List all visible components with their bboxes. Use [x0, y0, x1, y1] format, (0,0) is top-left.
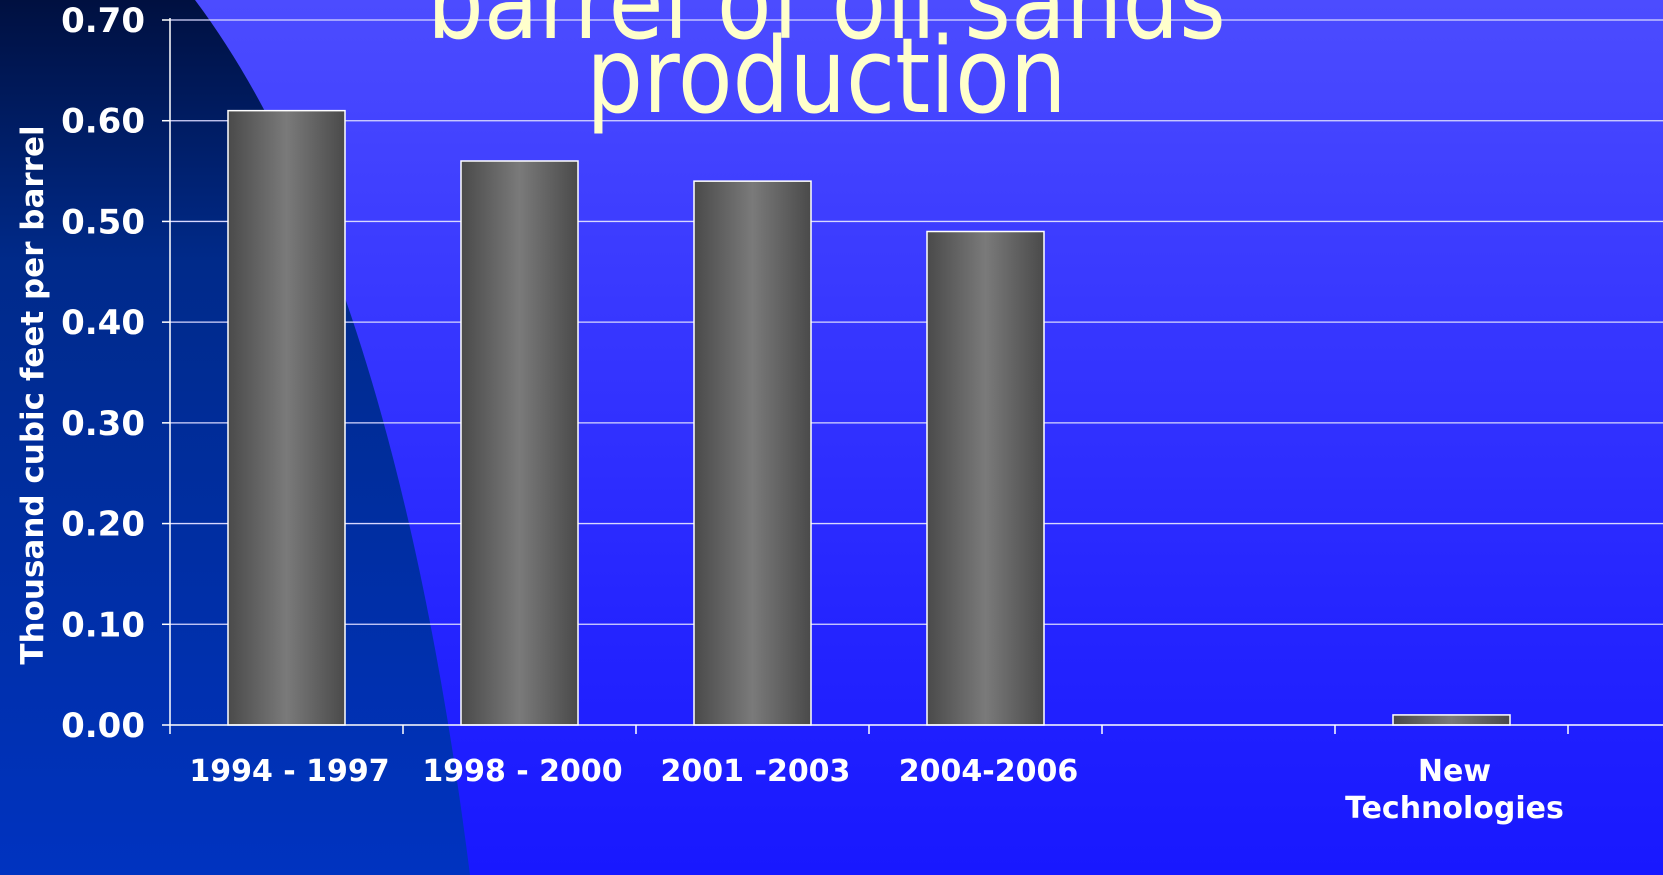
y-tick-labels: 0.00 0.10 0.20 0.30 0.40 0.50 0.60 0.70 [61, 1, 145, 746]
y-tick-label: 0.00 [61, 706, 145, 746]
y-tick-label: 0.40 [61, 303, 145, 343]
axes [162, 18, 1663, 734]
x-category-labels: 1994 - 1997 1998 - 2000 2001 -2003 2004-200… [189, 754, 1564, 826]
x-category-label-3: 2004-2006 [899, 754, 1078, 789]
bar-5 [1392, 714, 1511, 726]
y-tick-label: 0.10 [61, 605, 145, 645]
bar-0 [227, 109, 346, 726]
bar-1 [460, 160, 579, 726]
slide-title-line-2: production [586, 15, 1067, 137]
bar-3 [926, 230, 1045, 726]
x-category-label-0: 1994 - 1997 [189, 754, 389, 789]
x-category-label-1: 1998 - 2000 [422, 754, 622, 789]
y-tick-label: 0.30 [61, 404, 145, 444]
y-tick-label: 0.60 [61, 102, 145, 142]
y-tick-label: 0.70 [61, 1, 145, 41]
gridlines [170, 19, 1663, 625]
y-axis-title: Thousand cubic feet per barrel [15, 125, 51, 664]
y-tick-label: 0.20 [61, 505, 145, 545]
y-tick-label: 0.50 [61, 202, 145, 242]
x-category-label-2: 2001 -2003 [661, 754, 851, 789]
x-category-label-5: New Technologies [1345, 754, 1564, 826]
slide-title-line-1: barrel of oil sands [426, 0, 1226, 63]
bar-2 [693, 180, 812, 726]
